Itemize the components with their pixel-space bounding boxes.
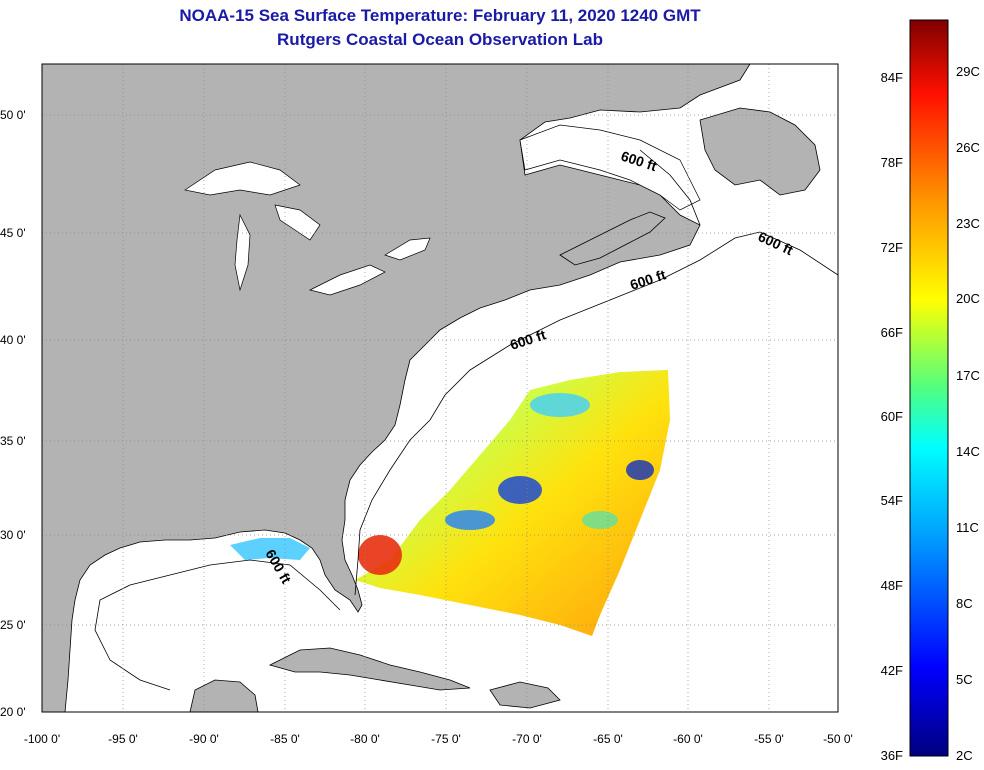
lat-label: 30 0'	[0, 528, 26, 542]
land-hispaniola	[489, 681, 561, 709]
colorbar-f-label: 42F	[881, 663, 903, 678]
colorbar-f-label: 66F	[881, 325, 903, 340]
colorbar-c-label: 20C	[956, 291, 980, 306]
map-title: NOAA-15 Sea Surface Temperature: Februar…	[179, 6, 701, 25]
land-yucatan	[189, 679, 259, 712]
colorbar-c-label: 14C	[956, 444, 980, 459]
graticule	[42, 64, 838, 712]
sst-gulf-strip	[230, 538, 310, 560]
longitude-labels: -100 0' -95 0' -90 0' -85 0' -80 0' -75 …	[24, 732, 853, 746]
colorbar-f-label: 84F	[881, 70, 903, 85]
colorbar-c-label: 11C	[956, 520, 979, 535]
lat-label: 45 0'	[0, 226, 26, 240]
colorbar-c-label: 17C	[956, 368, 980, 383]
lon-label: -90 0'	[189, 732, 219, 746]
map-frame	[41, 63, 839, 713]
map-subtitle: Rutgers Coastal Ocean Observation Lab	[277, 30, 603, 49]
depth-contours	[94, 149, 838, 691]
land-cuba	[268, 647, 471, 691]
colorbar-f-label: 36F	[881, 748, 903, 763]
lon-label: -55 0'	[754, 732, 784, 746]
colorbar-c-label: 2C	[956, 748, 973, 763]
lat-label: 25 0'	[0, 618, 26, 632]
great-lakes	[184, 161, 431, 296]
colorbar-c-label: 8C	[956, 596, 973, 611]
colorbar-c-label: 23C	[956, 216, 980, 231]
lon-label: -95 0'	[108, 732, 138, 746]
colorbar	[909, 19, 949, 757]
land-nova-scotia	[559, 211, 666, 266]
lat-label: 50 0'	[0, 108, 26, 122]
colorbar-f-label: 54F	[881, 493, 903, 508]
lon-label: -50 0'	[823, 732, 853, 746]
latitude-labels: 50 0' 45 0' 40 0' 35 0' 30 0' 25 0' 20 0…	[0, 108, 26, 719]
colorbar-f-label: 72F	[881, 240, 903, 255]
lon-label: -85 0'	[270, 732, 300, 746]
land-north-america	[42, 64, 751, 712]
sst-cool-patches	[445, 393, 654, 530]
land-newfoundland	[699, 107, 821, 196]
lon-label: -75 0'	[431, 732, 461, 746]
colorbar-c-label: 26C	[956, 140, 980, 155]
lon-label: -65 0'	[593, 732, 623, 746]
colorbar-c-label: 29C	[956, 64, 980, 79]
sst-warm-patch	[358, 535, 402, 575]
lon-label: -70 0'	[512, 732, 542, 746]
colorbar-f-label: 48F	[881, 578, 903, 593]
lat-label: 35 0'	[0, 434, 26, 448]
colorbar-f-labels: 84F 78F 72F 66F 60F 54F 48F 42F 36F	[881, 70, 903, 763]
colorbar-f-label: 60F	[881, 409, 903, 424]
gulf-st-lawrence	[519, 124, 701, 211]
lat-label: 20 0'	[0, 705, 26, 719]
colorbar-c-label: 5C	[956, 672, 973, 687]
lon-label: -100 0'	[24, 732, 60, 746]
lon-label: -60 0'	[673, 732, 703, 746]
colorbar-f-label: 78F	[881, 155, 903, 170]
lon-label: -80 0'	[350, 732, 380, 746]
lat-label: 40 0'	[0, 333, 26, 347]
colorbar-c-labels: 29C 26C 23C 20C 17C 14C 11C 8C 5C 2C	[956, 64, 980, 763]
